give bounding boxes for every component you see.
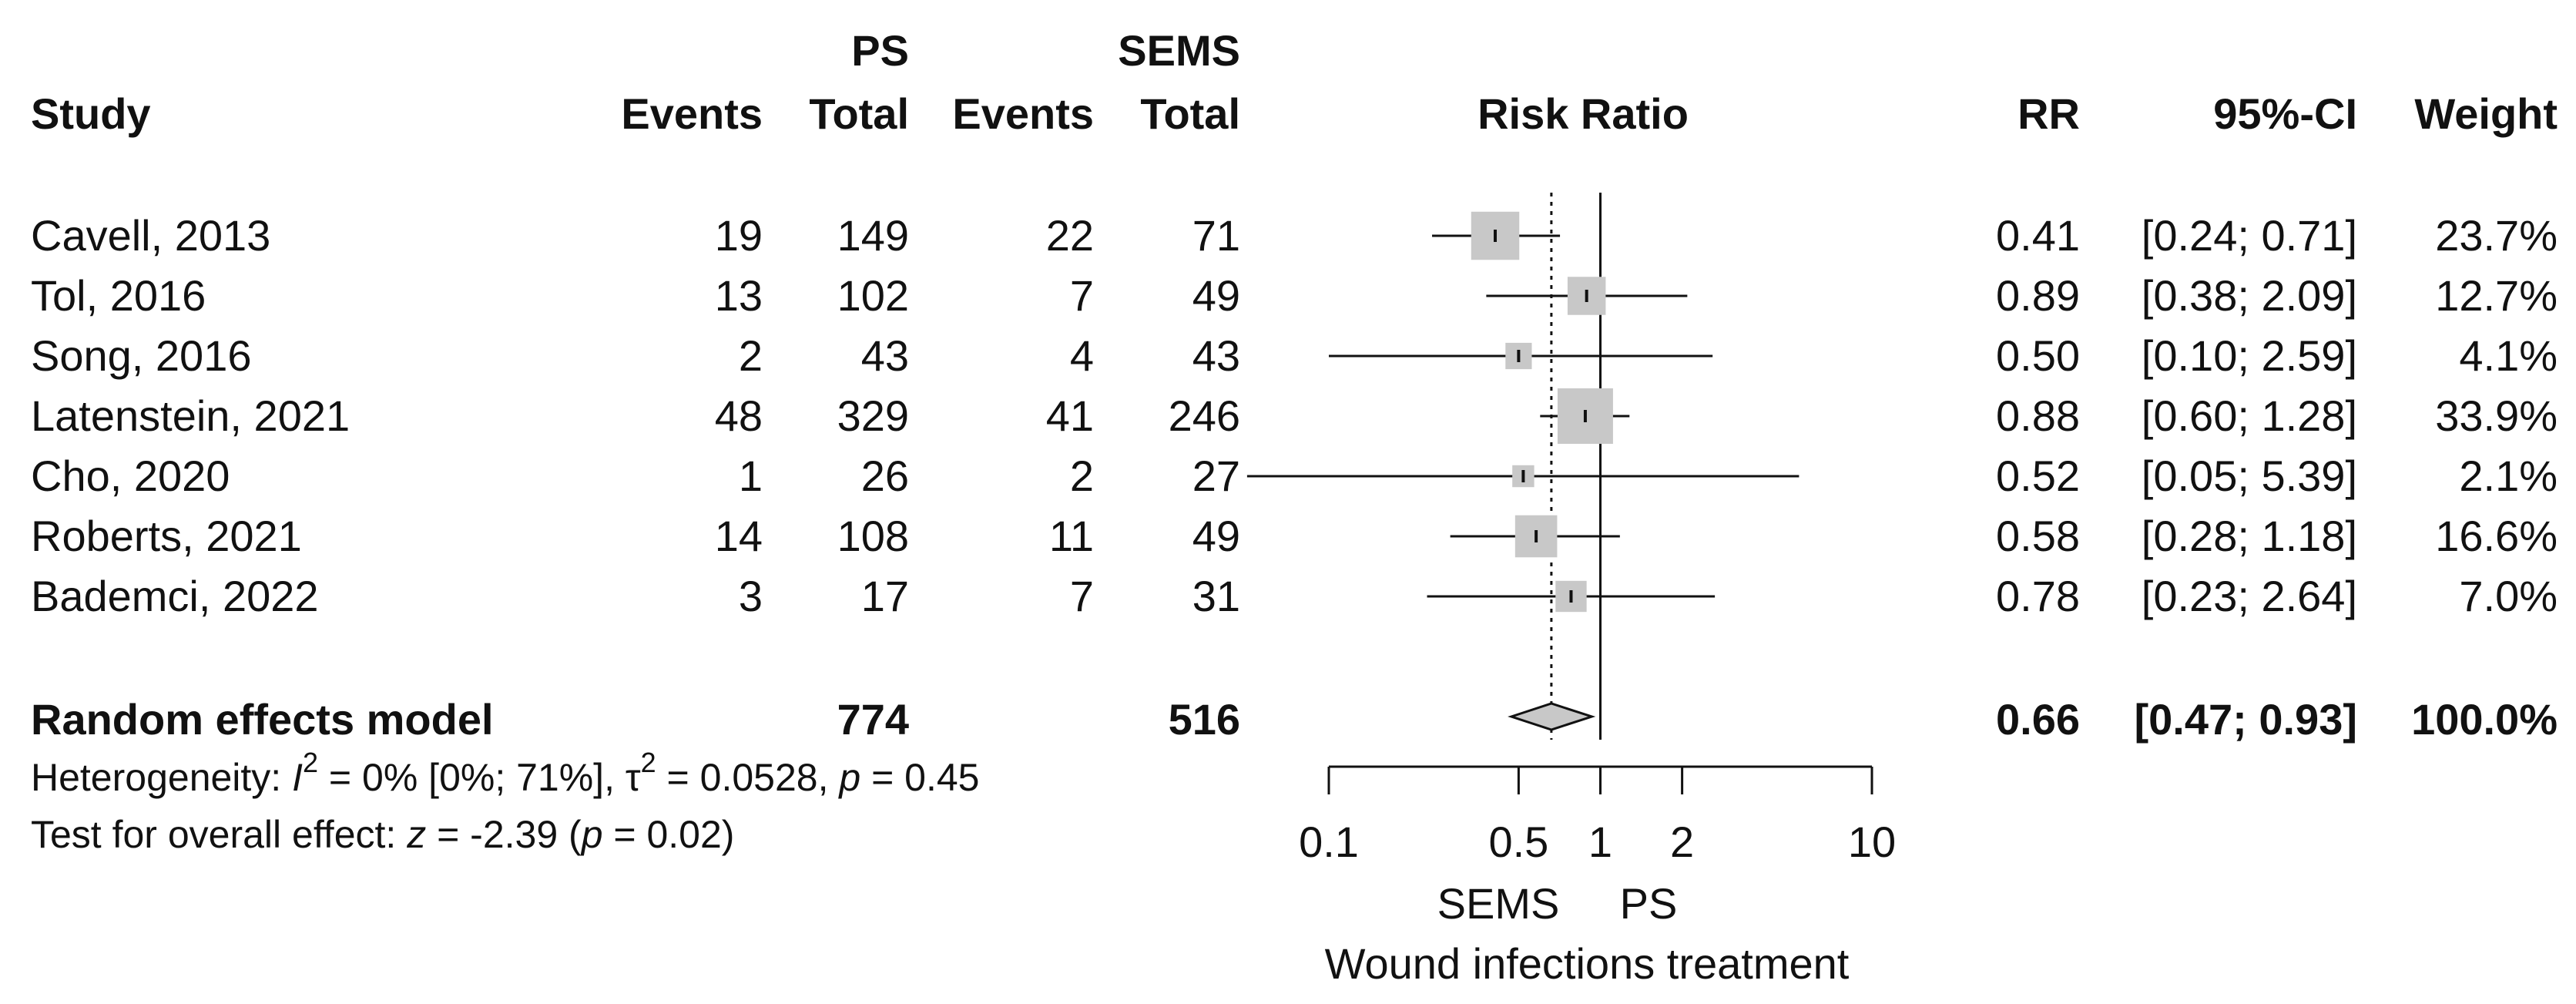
study-name: Roberts, 2021 — [31, 512, 302, 560]
z-symbol: z — [407, 813, 427, 856]
ps-total: 108 — [837, 512, 909, 560]
weight-value: 33.9% — [2435, 391, 2558, 440]
favours-ps-label: PS — [1620, 879, 1678, 928]
sems-events: 22 — [1045, 211, 1094, 260]
summary-label: Random effects model — [31, 695, 494, 744]
study-name: Song, 2016 — [31, 331, 252, 380]
header-risk-ratio: Risk Ratio — [1478, 89, 1689, 138]
overall-effect-line: Test for overall effect: z = -2.39 (p = … — [31, 815, 734, 854]
header-ps-group: PS — [851, 26, 909, 75]
ci-value: [0.23; 2.64] — [2141, 572, 2357, 620]
summary-ci: [0.47; 0.93] — [2134, 695, 2358, 744]
ci-value: [0.05; 5.39] — [2141, 452, 2357, 500]
sems-events: 11 — [1048, 512, 1094, 560]
overall-p-value: = 0.02) — [602, 813, 735, 856]
sems-events: 4 — [1069, 331, 1094, 380]
tau-superscript: 2 — [640, 747, 656, 778]
rr-value: 0.89 — [1996, 271, 2080, 320]
z-value: = -2.39 ( — [426, 813, 582, 856]
ps-events: 19 — [714, 211, 763, 260]
rr-value: 0.78 — [1996, 572, 2080, 620]
ci-value: [0.60; 1.28] — [2141, 391, 2357, 440]
sems-events: 2 — [1069, 452, 1094, 500]
ps-events: 13 — [714, 271, 763, 320]
ci-value: [0.28; 1.18] — [2141, 512, 2357, 560]
ps-events: 14 — [714, 512, 763, 560]
x-axis-tick-label: 10 — [1848, 818, 1896, 866]
i2-value: = 0% [0%; 71%], — [318, 756, 626, 799]
ps-total: 149 — [837, 211, 909, 260]
x-axis-label: Wound infections treatment — [1325, 939, 1850, 988]
ci-value: [0.10; 2.59] — [2141, 331, 2357, 380]
weight-value: 7.0% — [2459, 572, 2558, 620]
i2-symbol: I — [292, 756, 303, 799]
header-study: Study — [31, 89, 151, 138]
ps-events: 1 — [738, 452, 763, 500]
header-ps-total: Total — [809, 89, 909, 138]
p-symbol: p — [839, 756, 861, 799]
ps-total: 329 — [837, 391, 909, 440]
sems-events: 7 — [1069, 271, 1094, 320]
weight-value: 2.1% — [2459, 452, 2558, 500]
study-name: Bademci, 2022 — [31, 572, 319, 620]
weight-value: 4.1% — [2459, 331, 2558, 380]
sems-events: 7 — [1069, 572, 1094, 620]
header-ps-events: Events — [621, 89, 763, 138]
ci-value: [0.38; 2.09] — [2141, 271, 2357, 320]
x-axis-tick-label: 0.1 — [1299, 818, 1359, 866]
sems-total: 71 — [1192, 211, 1240, 260]
sems-total: 246 — [1168, 391, 1240, 440]
ps-total: 26 — [860, 452, 909, 500]
heterogeneity-line: Heterogeneity: I2 = 0% [0%; 71%], τ2 = 0… — [31, 749, 980, 799]
sems-total: 49 — [1192, 271, 1240, 320]
overall-effect-prefix: Test for overall effect: — [31, 813, 408, 856]
ps-events: 48 — [714, 391, 763, 440]
x-axis-tick-label: 1 — [1588, 818, 1612, 866]
sems-total: 31 — [1192, 572, 1240, 620]
p-value: = 0.45 — [860, 756, 980, 799]
weight-value: 12.7% — [2435, 271, 2558, 320]
study-name: Cho, 2020 — [31, 452, 230, 500]
summary-weight: 100.0% — [2411, 695, 2558, 744]
header-sems-total: Total — [1140, 89, 1240, 138]
rr-value: 0.58 — [1996, 512, 2080, 560]
summary-sems-total: 516 — [1168, 695, 1240, 744]
tau-value: = 0.0528, — [656, 756, 840, 799]
summary-rr: 0.66 — [1996, 695, 2080, 744]
ps-events: 2 — [738, 331, 763, 380]
sems-total: 49 — [1192, 512, 1240, 560]
study-name: Latenstein, 2021 — [31, 391, 351, 440]
rr-value: 0.52 — [1996, 452, 2080, 500]
header-sems-group: SEMS — [1118, 26, 1240, 75]
tau-symbol: τ — [625, 756, 641, 799]
sems-total: 43 — [1192, 331, 1240, 380]
weight-value: 23.7% — [2435, 211, 2558, 260]
weight-value: 16.6% — [2435, 512, 2558, 560]
ps-total: 17 — [860, 572, 909, 620]
rr-value: 0.41 — [1996, 211, 2080, 260]
header-ci: 95%-CI — [2213, 89, 2357, 138]
header-rr: RR — [2018, 89, 2080, 138]
study-name: Cavell, 2013 — [31, 211, 271, 260]
i2-superscript: 2 — [303, 747, 319, 778]
header-weight: Weight — [2414, 89, 2558, 138]
rr-value: 0.50 — [1996, 331, 2080, 380]
sems-total: 27 — [1192, 452, 1240, 500]
ci-value: [0.24; 0.71] — [2141, 211, 2357, 260]
sems-events: 41 — [1045, 391, 1094, 440]
ps-total: 43 — [860, 331, 909, 380]
header-sems-events: Events — [952, 89, 1094, 138]
pooled-diamond — [1508, 702, 1596, 731]
overall-p-symbol: p — [581, 813, 603, 856]
x-axis-tick-label: 0.5 — [1488, 818, 1548, 866]
heterogeneity-prefix: Heterogeneity: — [31, 756, 293, 799]
rr-value: 0.88 — [1996, 391, 2080, 440]
summary-ps-total: 774 — [837, 695, 909, 744]
favours-sems-label: SEMS — [1437, 879, 1560, 928]
study-name: Tol, 2016 — [31, 271, 206, 320]
ps-events: 3 — [738, 572, 763, 620]
ps-total: 102 — [837, 271, 909, 320]
x-axis-tick-label: 2 — [1670, 818, 1694, 866]
